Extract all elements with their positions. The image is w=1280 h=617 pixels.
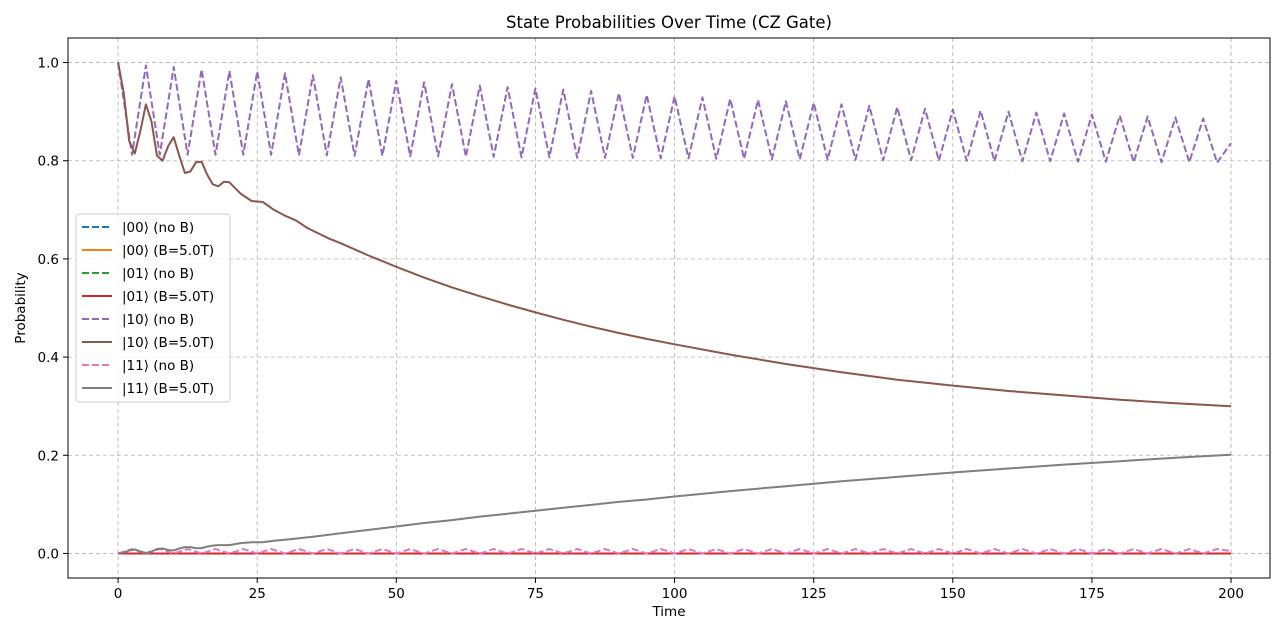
y-tick-label: 0.8 xyxy=(38,154,59,170)
y-tick-label: 0.2 xyxy=(38,448,59,464)
x-tick-label: 75 xyxy=(527,586,544,602)
x-tick-label: 175 xyxy=(1079,586,1105,602)
y-tick-label: 0.4 xyxy=(38,350,59,366)
x-tick-label: 150 xyxy=(940,586,966,602)
x-tick-label: 0 xyxy=(114,586,123,602)
series-line-5 xyxy=(117,62,1232,408)
legend-label-0: |00⟩ (no B) xyxy=(122,220,194,236)
y-axis-label: Probability xyxy=(13,272,29,343)
y-tick-label: 0.0 xyxy=(38,546,59,562)
x-tick-label: 50 xyxy=(388,586,405,602)
legend: |00⟩ (no B) |00⟩ (B=5.0T) |01⟩ (no B) |01⟩ … xyxy=(75,213,231,403)
series-line-6 xyxy=(117,548,1232,555)
chart-title: State Probabilities Over Time (CZ Gate) xyxy=(506,13,832,32)
y-tick-label: 0.6 xyxy=(38,252,59,268)
legend-label-7: |11⟩ (B=5.0T) xyxy=(122,381,214,397)
x-tick-label: 100 xyxy=(662,586,688,602)
series-line-7 xyxy=(117,453,1232,555)
legend-box xyxy=(75,213,231,403)
x-tick-label: 125 xyxy=(801,586,827,602)
y-tick-label: 1.0 xyxy=(38,56,59,72)
x-tick-label: 25 xyxy=(249,586,266,602)
x-tick-label: 200 xyxy=(1218,586,1244,602)
legend-label-3: |01⟩ (B=5.0T) xyxy=(122,289,214,305)
legend-label-4: |10⟩ (no B) xyxy=(122,312,194,328)
ticks: 0 25 50 75 100 125 150 175 200 0.0 0.2 0.4 0.6 0.8 1.0 xyxy=(38,56,1244,602)
legend-label-5: |10⟩ (B=5.0T) xyxy=(122,335,214,351)
x-axis-label: Time xyxy=(651,604,685,617)
legend-label-6: |11⟩ (no B) xyxy=(122,358,194,374)
series-group xyxy=(117,62,1232,555)
legend-label-1: |00⟩ (B=5.0T) xyxy=(122,243,214,259)
legend-label-2: |01⟩ (no B) xyxy=(122,266,194,282)
plot-frame xyxy=(67,37,1271,579)
